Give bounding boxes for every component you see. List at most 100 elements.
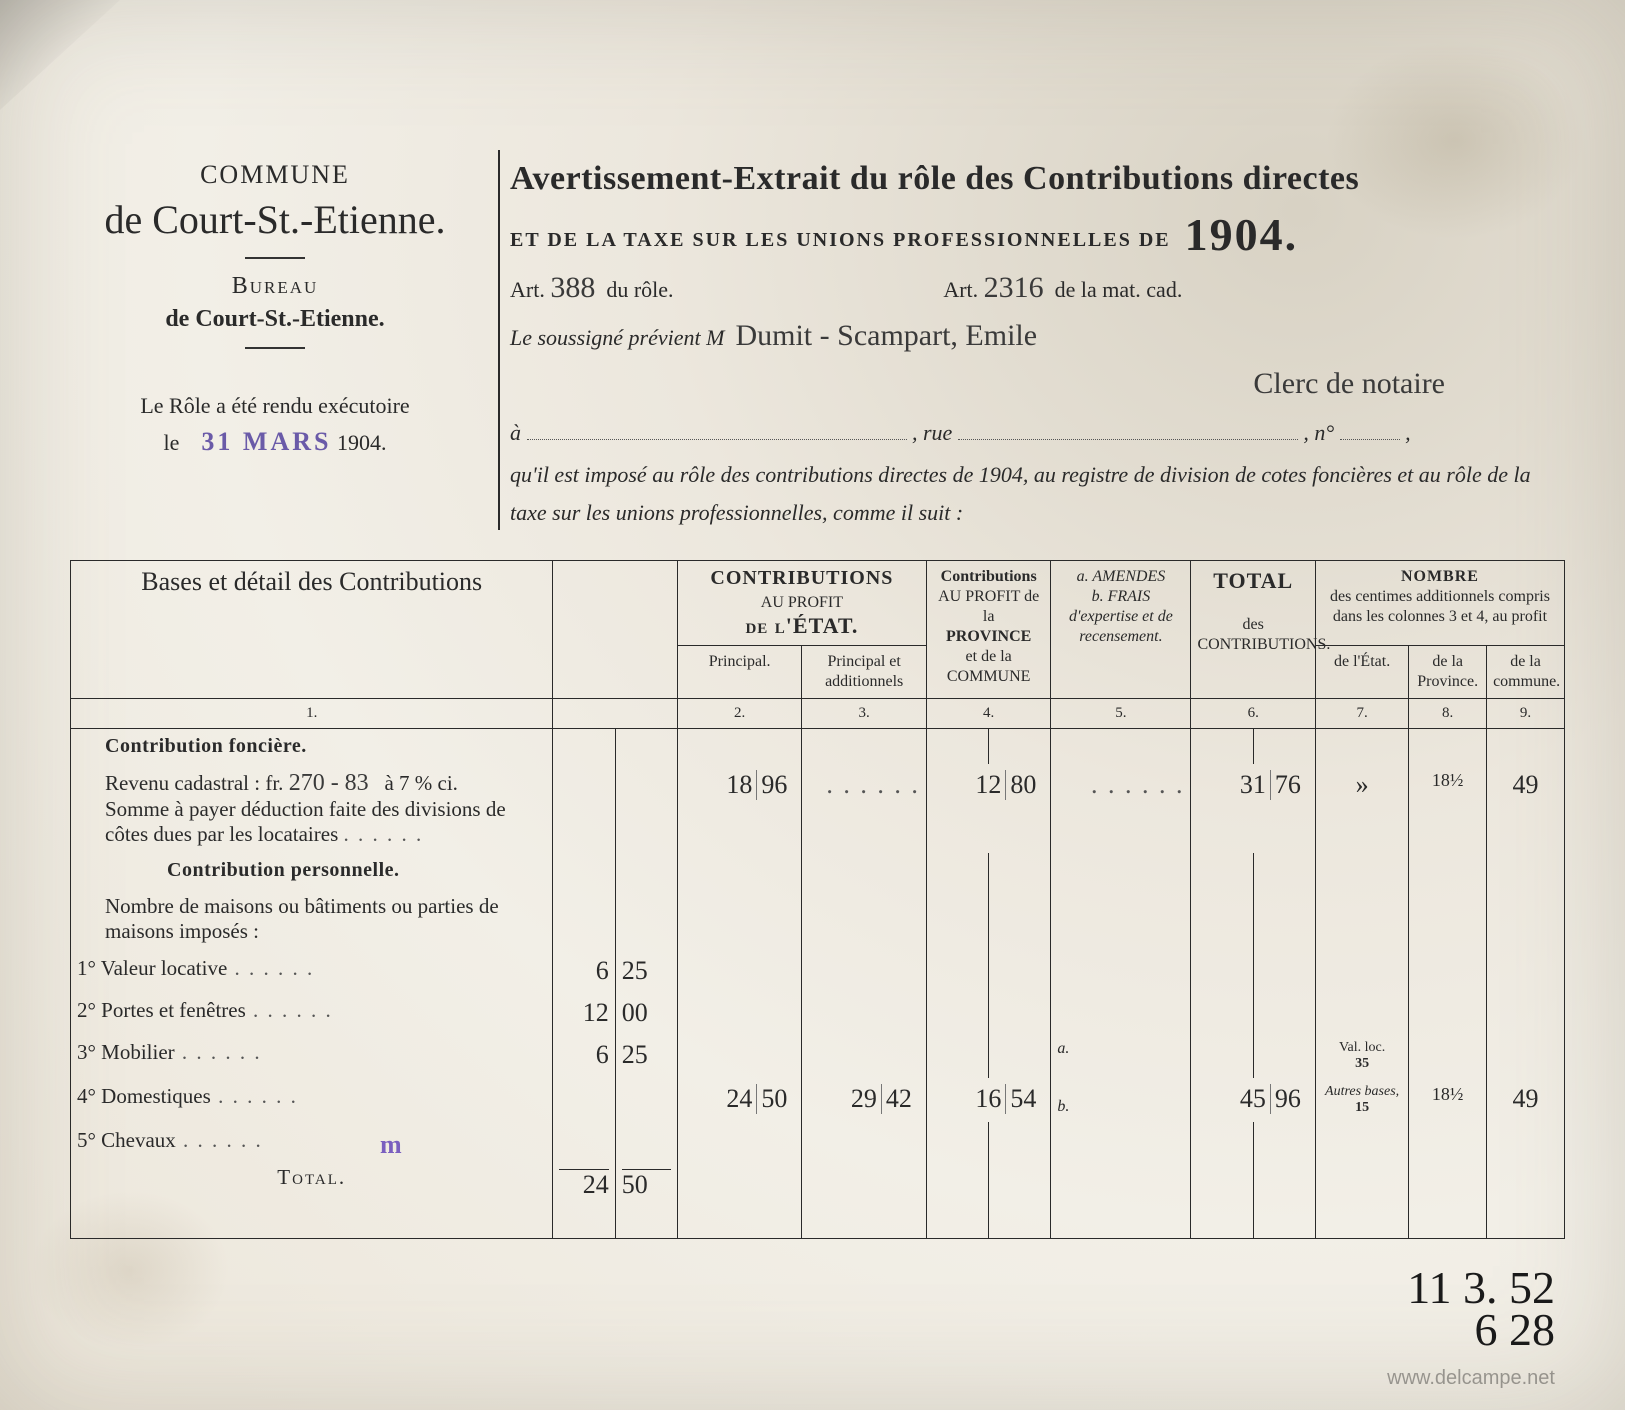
no-label: , n° bbox=[1303, 420, 1334, 445]
hdr-amend-a: a. AMENDES bbox=[1077, 568, 1166, 585]
table-row: Total. 24 50 bbox=[71, 1159, 1565, 1206]
hdr-nombre-t: NOMBRE bbox=[1401, 568, 1479, 585]
handwritten-scrawl: 11 3. 52 6 28 bbox=[1407, 1267, 1555, 1350]
hdr-total-t: TOTAL bbox=[1213, 568, 1293, 593]
autres-label: Autres bases, bbox=[1325, 1084, 1399, 1099]
leader-dots bbox=[344, 822, 424, 846]
v-portes-c: 00 bbox=[615, 992, 677, 1034]
art-mat-num: 2316 bbox=[984, 271, 1044, 304]
hdr-amend-b: b. FRAIS d'expertise et de recensement. bbox=[1069, 588, 1173, 645]
v-loc-c: 25 bbox=[615, 950, 677, 992]
rule bbox=[245, 347, 305, 349]
hdr-prov-m: AU PROFIT de la bbox=[938, 588, 1039, 625]
art-role-num: 388 bbox=[550, 271, 595, 304]
hdr-bases: Bases et détail des Contributions bbox=[71, 561, 553, 699]
table-row bbox=[71, 1206, 1565, 1239]
art-mat-suffix: de la mat. cad. bbox=[1055, 277, 1183, 302]
header-block: Avertissement-Extrait du rôle des Contri… bbox=[510, 160, 1565, 531]
valloc-label: Val. loc. bbox=[1339, 1040, 1385, 1055]
addressee-line: Le soussigné prévient M Dumit - Scampart… bbox=[510, 319, 1565, 353]
total-u: 24 bbox=[583, 1170, 609, 1199]
total-label: Total. bbox=[277, 1165, 346, 1189]
fonc-n-com: 49 bbox=[1487, 764, 1565, 853]
hdr-n-com: de la commune. bbox=[1487, 646, 1565, 699]
occupation-line: Clerc de notaire bbox=[510, 367, 1565, 401]
blank-number bbox=[1340, 415, 1400, 440]
colnum: 4. bbox=[926, 699, 1050, 729]
pers-n-prov: 18½ bbox=[1409, 1078, 1487, 1122]
colnum: 2. bbox=[677, 699, 802, 729]
leader-dots bbox=[176, 1128, 263, 1152]
table-row: 1° Valeur locative 6 25 bbox=[71, 950, 1565, 992]
r5: 5° Chevaux bbox=[77, 1128, 176, 1152]
vertical-divider bbox=[498, 150, 500, 530]
blank-city bbox=[527, 415, 907, 440]
hdr-etat: CONTRIBUTIONS AU PROFIT de l'ÉTAT. bbox=[677, 561, 926, 646]
hdr-etat-t: CONTRIBUTIONS bbox=[710, 567, 893, 589]
hdr-nombre-b: des centimes additionnels compris dans l… bbox=[1330, 588, 1550, 625]
colnum: 6. bbox=[1191, 699, 1315, 729]
rev-cad-val: 270 - 83 bbox=[289, 770, 369, 796]
hdr-total: TOTAL des CONTRIBUTIONS. bbox=[1191, 561, 1315, 699]
pers-principal: 2450 bbox=[684, 1084, 796, 1114]
somme-text: Somme à payer déduction faite des divisi… bbox=[105, 797, 506, 846]
address-line: à , rue , n° , bbox=[510, 415, 1565, 446]
section-personnelle: Contribution personnelle. bbox=[77, 859, 400, 881]
hdr-prov-c: et de la COMMUNE bbox=[947, 648, 1031, 685]
hdr-princ-add: Principal et additionnels bbox=[802, 646, 927, 699]
stamp-m: m bbox=[380, 1130, 404, 1160]
table-row: 4° Domestiques 2450 2942 1654 b. 4596 Au… bbox=[71, 1078, 1565, 1122]
leader-dots bbox=[211, 1084, 298, 1108]
art-label: Art. bbox=[510, 277, 545, 302]
hdr-province: Contributions AU PROFIT de la PROVINCE e… bbox=[926, 561, 1050, 699]
hdr-total-b: des CONTRIBUTIONS. bbox=[1197, 616, 1330, 653]
addressee-name: Dumit - Scampart, Emile bbox=[735, 319, 1037, 352]
fonc-prov: 1280 bbox=[933, 770, 1044, 800]
table-row: 3° Mobilier 6 25 a. Val. loc. 35 bbox=[71, 1034, 1565, 1078]
exec-line1: Le Rôle a été rendu exécutoire bbox=[140, 393, 409, 418]
a-label: à bbox=[510, 420, 521, 445]
scrawl-l2: 6 28 bbox=[1475, 1304, 1556, 1355]
pers-n-com: 49 bbox=[1487, 1078, 1565, 1122]
hdr-prov-b: PROVINCE bbox=[946, 628, 1031, 645]
exec-year: 1904. bbox=[337, 430, 387, 455]
subtitle-prefix: ET DE LA TAXE SUR LES UNIONS PROFESSIONN… bbox=[510, 229, 1171, 251]
table-row: Contribution foncière. bbox=[71, 729, 1565, 765]
table-row: 2° Portes et fenêtres 12 00 bbox=[71, 992, 1565, 1034]
v-mob-u: 6 bbox=[553, 1034, 615, 1078]
rule bbox=[245, 257, 305, 259]
rue-label: , rue bbox=[912, 420, 952, 445]
table-row: Contribution personnelle. bbox=[71, 853, 1565, 888]
blank-street bbox=[958, 415, 1298, 440]
hdr-etat-b: AU PROFIT bbox=[761, 594, 843, 611]
pers-prov: 1654 bbox=[933, 1084, 1044, 1114]
exec-le: le bbox=[164, 430, 180, 455]
commune-name: de Court-St.-Etienne. bbox=[70, 196, 480, 243]
fonc-n-prov: 18½ bbox=[1409, 764, 1487, 853]
intro-paragraph: qu'il est imposé au rôle des contributio… bbox=[510, 456, 1565, 531]
bureau-label: Bureau bbox=[70, 273, 480, 300]
total-c: 50 bbox=[622, 1170, 648, 1199]
section-fonciere: Contribution foncière. bbox=[77, 735, 546, 758]
leader-dots bbox=[1091, 770, 1185, 799]
tax-table-wrap: Bases et détail des Contributions CONTRI… bbox=[70, 560, 1565, 1239]
table-header: Bases et détail des Contributions CONTRI… bbox=[71, 561, 1565, 729]
table-row: Revenu cadastral : fr. 270 - 83 à 7 % ci… bbox=[71, 764, 1565, 853]
leader-dots bbox=[175, 1040, 262, 1064]
fonc-n-etat: » bbox=[1315, 764, 1408, 853]
valloc-note: Val. loc. 35 bbox=[1315, 1034, 1408, 1078]
executoire-text: Le Rôle a été rendu exécutoire le 31 MAR… bbox=[70, 389, 480, 461]
leader-dots bbox=[826, 770, 920, 799]
year: 1904. bbox=[1185, 208, 1299, 261]
commune-label: COMMUNE bbox=[70, 160, 480, 190]
colnum: 9. bbox=[1487, 699, 1565, 729]
nb-maisons: Nombre de maisons ou bâtiments ou partie… bbox=[77, 894, 546, 944]
amend-b: b. bbox=[1051, 1078, 1191, 1122]
rev-cad-line: Revenu cadastral : fr. 270 - 83 à 7 % ci… bbox=[77, 770, 546, 797]
r1: 1° Valeur locative bbox=[77, 956, 227, 980]
colnum: 1. bbox=[71, 699, 553, 729]
colnum: 8. bbox=[1409, 699, 1487, 729]
commune-block: COMMUNE de Court-St.-Etienne. Bureau de … bbox=[70, 160, 480, 461]
v-mob-c: 25 bbox=[615, 1034, 677, 1078]
hdr-amendes: a. AMENDES b. FRAIS d'expertise et de re… bbox=[1051, 561, 1191, 699]
